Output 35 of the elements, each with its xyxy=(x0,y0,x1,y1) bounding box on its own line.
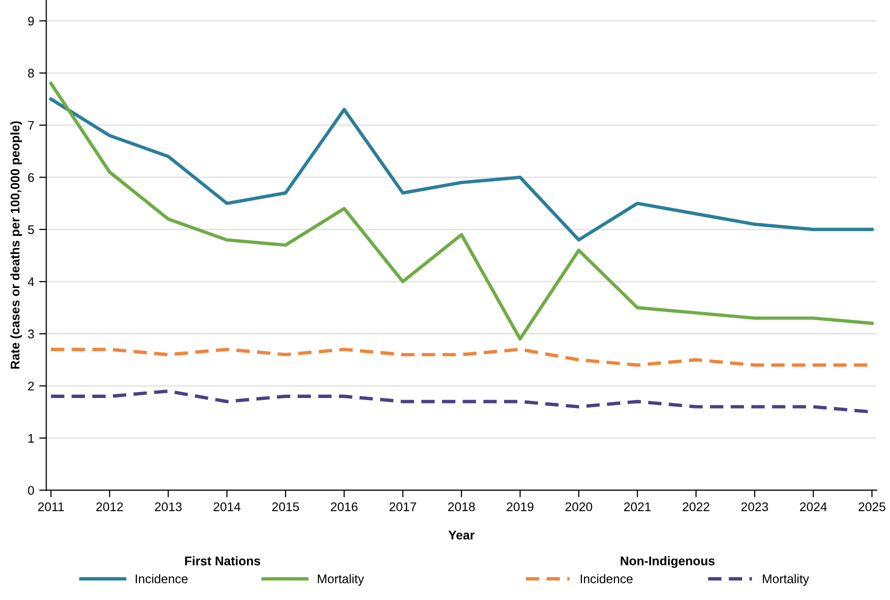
y-axis-title: Rate (cases or deaths per 100,000 people) xyxy=(10,121,22,369)
legend-label: Incidence xyxy=(580,574,633,584)
x-axis-title: Year xyxy=(448,530,474,540)
x-tick-label: 2021 xyxy=(624,502,651,512)
text: First Nations xyxy=(185,556,260,566)
y-tick-label: 2 xyxy=(28,382,34,390)
x-tick-label: 2025 xyxy=(858,502,886,512)
y-tick-label: 0 xyxy=(28,486,34,495)
x-tick-label: 2018 xyxy=(448,502,475,512)
x-tick-label: 2014 xyxy=(214,502,240,512)
line-series xyxy=(49,82,874,341)
x-tick-label: 2011 xyxy=(38,502,64,512)
legend-label: Incidence xyxy=(136,574,188,584)
legend-label: Mortality xyxy=(318,574,364,586)
y-tick-label: 3 xyxy=(28,330,34,338)
y-tick-label: 8 xyxy=(28,68,34,78)
y-tick-label: 1 xyxy=(28,434,34,443)
x-tick-label: 2023 xyxy=(741,502,768,512)
y-tick-label: 9 xyxy=(28,16,34,26)
text: Non-Indigenous xyxy=(620,556,715,568)
x-tick-label: 2024 xyxy=(800,502,827,512)
x-tick-label: 2017 xyxy=(390,502,416,512)
x-tick-label: 2022 xyxy=(682,502,710,512)
x-tick-label: 2015 xyxy=(272,502,299,512)
y-tick-label: 4 xyxy=(28,278,34,286)
x-tick-label: 2016 xyxy=(330,502,358,512)
y-tick-label: 6 xyxy=(28,173,34,182)
line-series xyxy=(49,97,874,242)
y-tick-label: 7 xyxy=(28,121,34,130)
x-tick-label: 2012 xyxy=(96,502,123,512)
legend-label: Mortality xyxy=(762,574,810,586)
x-tick-label: 2019 xyxy=(506,502,534,512)
y-tick-label: 5 xyxy=(28,225,34,234)
x-tick-label: 2020 xyxy=(565,502,592,512)
x-tick-label: 2013 xyxy=(154,502,182,512)
